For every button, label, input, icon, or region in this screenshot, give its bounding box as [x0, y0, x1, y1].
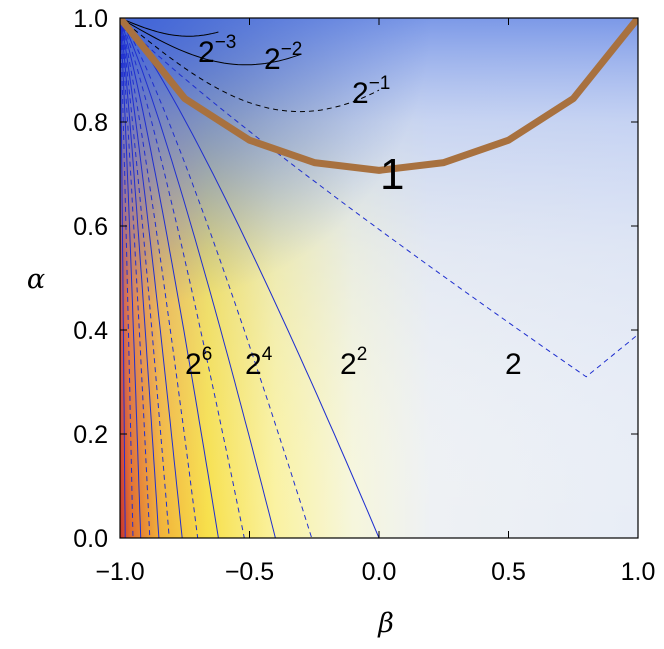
contour-line [120, 18, 142, 538]
contour-line [120, 18, 134, 538]
x-tick-label: −0.5 [225, 558, 274, 586]
heatmap-top-overlay [120, 18, 638, 538]
x-tick-label: 0.5 [491, 558, 526, 586]
contour-line [120, 18, 126, 538]
contour-label: 1 [380, 150, 404, 199]
contour-line-top [120, 18, 219, 37]
contour-label: 2 [505, 348, 522, 381]
y-tick-label: 0.8 [73, 109, 108, 137]
y-tick-label: 1.0 [73, 5, 108, 33]
contour-label: 2−3 [198, 32, 236, 69]
contour-unit-line [120, 18, 638, 174]
x-tick-label: −1.0 [95, 558, 144, 586]
y-tick-label: 0.2 [73, 421, 108, 449]
contour-lines [120, 18, 638, 538]
y-tick-label: 0.0 [73, 525, 108, 553]
contour-line [120, 18, 199, 538]
contour-label: 2−2 [264, 39, 302, 76]
x-axis-ticks: −1.0 −0.5 0.0 0.5 1.0 [95, 18, 655, 586]
contour-line [120, 18, 151, 538]
y-tick-label: 0.4 [73, 317, 108, 345]
contour-line [120, 18, 160, 538]
contour-line [120, 18, 380, 538]
contour-label: 2−1 [352, 73, 390, 110]
y-axis-ticks: 0.0 0.2 0.4 0.6 0.8 1.0 [73, 5, 638, 553]
y-axis-label: α [27, 264, 45, 295]
contour-line [120, 18, 219, 538]
contour-label: 26 [185, 344, 212, 381]
x-tick-label: 1.0 [621, 558, 656, 586]
contour-line-2 [120, 18, 638, 378]
y-tick-label: 0.6 [73, 213, 108, 241]
contour-line [120, 18, 183, 538]
contour-line-top [120, 18, 380, 113]
x-tick-label: 0.0 [362, 558, 397, 586]
plot-area [120, 18, 638, 538]
contour-line [120, 18, 245, 538]
x-axis-label: β [377, 608, 394, 639]
contour-line [120, 18, 313, 538]
contour-line [120, 18, 170, 538]
contour-label: 24 [245, 344, 273, 381]
contour-line-top [120, 18, 302, 66]
contour-line [120, 18, 276, 538]
contour-label: 22 [340, 344, 367, 381]
